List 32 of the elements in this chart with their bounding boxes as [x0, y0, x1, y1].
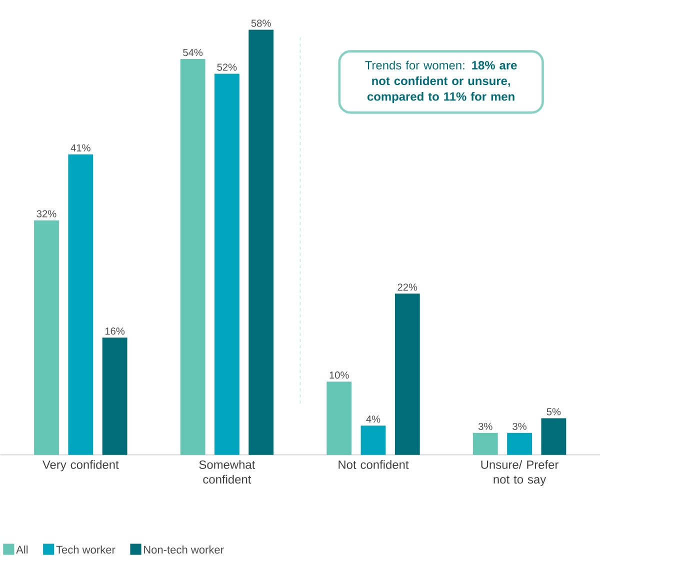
data-label: 10% [330, 371, 349, 378]
legend-label: All [16, 545, 28, 554]
annotation: Trends for women: 18% are not confident or unsure, compared to 11% for men [365, 60, 517, 103]
x-tick-label: Not confident [338, 460, 409, 469]
data-label: 5% [546, 408, 561, 416]
x-tick-label: Somewhat confident [199, 460, 256, 484]
data-label: 41% [70, 144, 90, 152]
bar [394, 293, 420, 455]
bar [248, 30, 274, 455]
bar [541, 418, 566, 455]
bar [102, 337, 128, 455]
data-label: 52% [217, 63, 237, 71]
data-label: 58% [251, 19, 271, 27]
bar [34, 220, 59, 455]
data-label: 4% [366, 415, 380, 422]
x-tick-label: Unsure/ Prefer not to say [481, 460, 559, 486]
data-label: 32% [36, 210, 56, 218]
legend-label: Non-tech worker [144, 545, 224, 554]
data-label: 22% [398, 283, 418, 290]
legend-label: Tech worker [56, 545, 116, 554]
bar [360, 425, 386, 455]
data-label: 54% [183, 48, 203, 56]
bar [214, 73, 240, 455]
bar [507, 432, 532, 455]
bar [180, 58, 206, 455]
x-tick-label: Very confident [42, 460, 119, 472]
data-label: 3% [478, 422, 492, 430]
data-label: 16% [105, 327, 125, 334]
bar [472, 432, 498, 455]
bar [326, 381, 352, 455]
data-label: 3% [512, 422, 526, 430]
bar [68, 154, 94, 455]
